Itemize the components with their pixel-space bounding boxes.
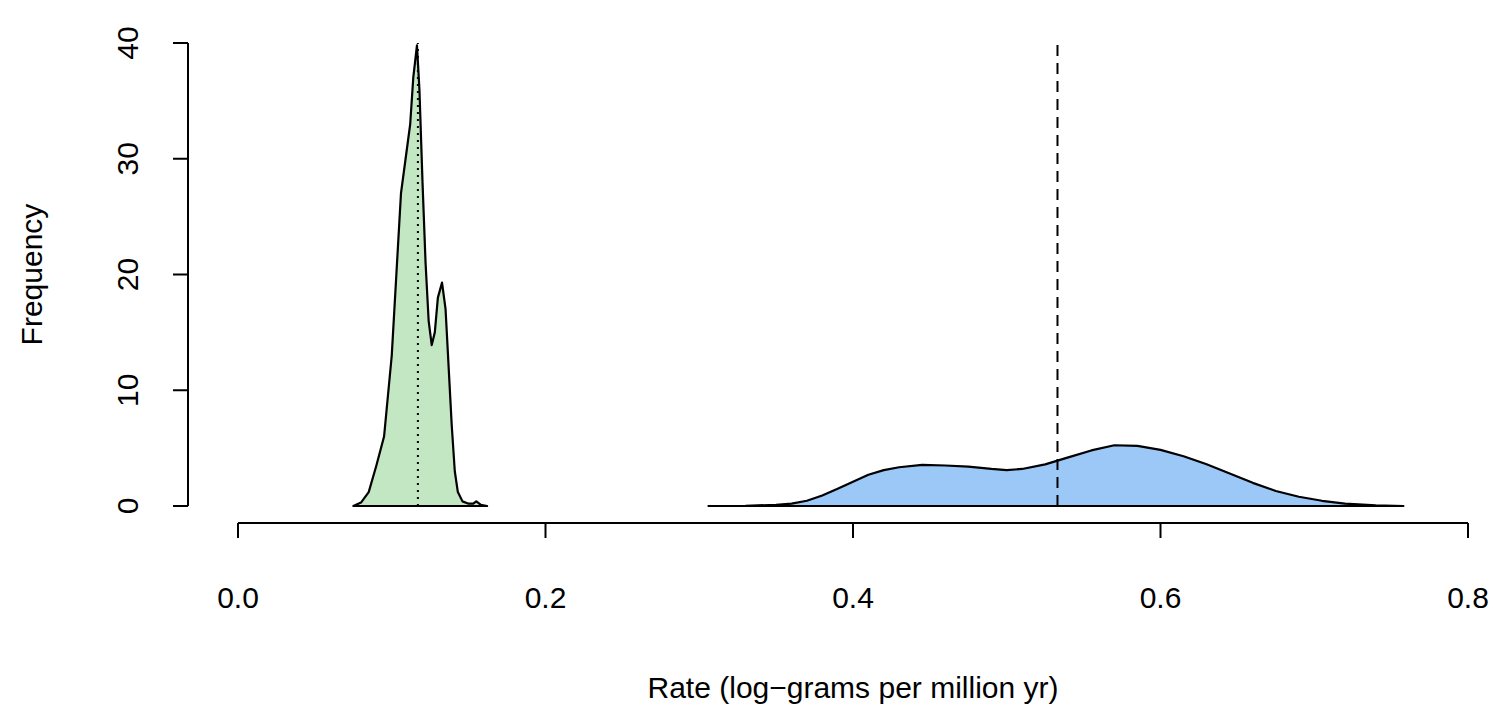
x-tick-label: 0.6 xyxy=(1140,581,1182,614)
plot-area xyxy=(353,43,1403,506)
density-area xyxy=(353,45,487,506)
x-tick-label: 0.8 xyxy=(1447,581,1489,614)
x-tick xyxy=(237,523,239,538)
y-tick xyxy=(173,389,188,391)
y-tick xyxy=(173,42,188,44)
x-tick-label: 0.2 xyxy=(525,581,567,614)
y-tick-label: 10 xyxy=(111,374,144,407)
y-tick xyxy=(173,274,188,276)
x-tick xyxy=(1160,523,1162,538)
y-axis-label: Frequency xyxy=(15,204,48,346)
reference-line xyxy=(1056,43,1058,506)
x-tick xyxy=(545,523,547,538)
chart: 0.0 0.2 0.4 0.6 0.8 0 10 20 30 40 Rate (log−grams … xyxy=(0,0,1500,722)
y-tick-label: 30 xyxy=(111,142,144,175)
x-tick-label: 0.4 xyxy=(832,581,874,614)
y-tick-label: 0 xyxy=(111,498,144,515)
x-tick xyxy=(1467,523,1469,538)
x-axis-label: Rate (log−grams per million yr) xyxy=(648,671,1059,704)
y-tick-label: 20 xyxy=(111,258,144,291)
density-area xyxy=(708,445,1403,506)
y-tick-label: 40 xyxy=(111,26,144,59)
x-tick-label: 0.0 xyxy=(217,581,259,614)
y-tick xyxy=(173,158,188,160)
x-tick xyxy=(852,523,854,538)
reference-line xyxy=(417,43,419,506)
y-tick xyxy=(173,505,188,507)
